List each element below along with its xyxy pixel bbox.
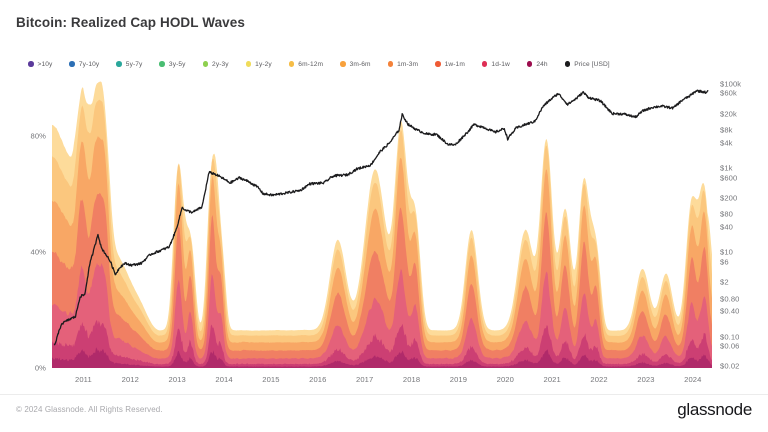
legend-item-label: 2y-3y <box>212 60 229 68</box>
x-axis-tick-year: 2021 <box>543 375 561 384</box>
legend-swatch-icon <box>340 61 346 67</box>
y-axis-tick-percent: 40% <box>30 247 46 257</box>
legend-swatch-icon <box>245 61 252 67</box>
legend-item-label: 7y-10y <box>78 60 100 68</box>
y-axis-tick-price: $80 <box>720 209 733 219</box>
y-axis-tick-price: $0.06 <box>720 341 740 351</box>
x-axis-tick-year: 2011 <box>75 375 92 384</box>
legend-item-6m-12m[interactable]: 6m-12m <box>288 60 324 68</box>
legend-swatch-icon <box>202 61 209 67</box>
plot-clip <box>52 78 712 368</box>
x-axis-tick-year: 2018 <box>402 375 421 384</box>
y-axis-tick-percent: 80% <box>30 131 46 141</box>
x-axis-tick-year: 2015 <box>262 375 280 384</box>
y-axis-tick-price: $10 <box>720 247 733 257</box>
legend-item-1m-3m[interactable]: 1m-3m <box>387 60 419 68</box>
x-axis-tick-year: 2012 <box>121 375 139 384</box>
legend-item-5y-7y[interactable]: 5y-7y <box>116 61 142 68</box>
legend-swatch-icon <box>159 61 165 67</box>
y-axis-tick-price: $40 <box>720 222 733 232</box>
y-axis-tick-price: $2 <box>720 277 729 287</box>
y-axis-tick-percent: 0% <box>34 363 46 373</box>
legend-swatch-icon <box>435 61 441 67</box>
x-axis-tick-year: 2017 <box>356 375 374 384</box>
x-axis-tick-year: 2013 <box>168 375 186 384</box>
x-axis-tick-year: 2024 <box>684 375 702 384</box>
legend-swatch-icon <box>481 61 488 67</box>
legend-item-label: 3m-6m <box>349 60 371 68</box>
legend-item-3m-6m[interactable]: 3m-6m <box>340 61 371 68</box>
x-axis-tick-year: 2019 <box>449 375 468 384</box>
legend-item-label: 1w-1m <box>444 60 465 68</box>
legend-item-1w-1m[interactable]: 1w-1m <box>435 61 465 68</box>
legend-swatch-icon <box>288 61 295 67</box>
legend-item-label: 3y-5y <box>168 60 186 68</box>
legend-item-label: 6m-12m <box>298 60 324 68</box>
legend-swatch-icon <box>69 61 75 67</box>
legend-item-label: >10y <box>37 60 53 68</box>
legend-item-3y-5y[interactable]: 3y-5y <box>159 61 185 68</box>
legend-item-label: 5y-7y <box>125 60 143 68</box>
y-axis-tick-price: $0.80 <box>720 294 740 304</box>
legend-item-label: Price [USD] <box>574 60 610 68</box>
x-axis-tick-year: 2016 <box>309 375 327 384</box>
legend-item-10y[interactable]: >10y <box>28 61 52 68</box>
y-axis-tick-price: $1k <box>720 163 733 173</box>
y-axis-tick-price: $4k <box>720 138 733 148</box>
plot-area <box>52 78 712 368</box>
y-axis-tick-price: $600 <box>720 173 738 183</box>
legend-swatch-icon <box>116 61 122 67</box>
y-axis-tick-price: $8k <box>720 125 733 135</box>
y-axis-tick-price: $0.02 <box>720 361 740 371</box>
y-axis-tick-price: $200 <box>720 193 738 203</box>
stacked-area-series <box>52 78 712 368</box>
legend-swatch-icon <box>526 61 533 67</box>
legend-item-label: 1y-2y <box>255 60 272 68</box>
legend-item-2y-3y[interactable]: 2y-3y <box>202 60 229 68</box>
legend-item-label: 1m-3m <box>397 60 419 68</box>
legend-item-7y-10y[interactable]: 7y-10y <box>69 61 99 68</box>
page-title: Bitcoin: Realized Cap HODL Waves <box>16 15 245 30</box>
y-axis-tick-price: $20k <box>720 109 737 119</box>
legend-item-price-usd[interactable]: Price [USD] <box>564 60 610 68</box>
x-axis-tick-year: 2022 <box>590 375 608 384</box>
legend-item-1d-1w[interactable]: 1d-1w <box>481 60 510 68</box>
y-axis-tick-price: $0.10 <box>720 332 740 342</box>
footer-divider <box>0 394 768 395</box>
x-axis-tick-year: 2014 <box>215 375 233 384</box>
y-axis-tick-price: $0.40 <box>720 306 740 316</box>
legend-swatch-icon <box>387 61 394 67</box>
price-line-series <box>52 78 712 368</box>
x-axis-tick-year: 2020 <box>496 375 514 384</box>
price-line-path <box>54 90 708 345</box>
legend-swatch-icon <box>564 61 571 67</box>
y-axis-tick-price: $100k <box>720 79 742 89</box>
legend-item-label: 24h <box>536 60 548 68</box>
legend-swatch-icon <box>28 61 34 67</box>
y-axis-tick-price: $60k <box>720 88 737 98</box>
legend-item-24h[interactable]: 24h <box>526 60 548 68</box>
legend-item-1y-2y[interactable]: 1y-2y <box>245 60 272 68</box>
chart-legend: >10y 7y-10y 5y-7y 3y-5y 2y-3y 1y-2y 6m-12m 3m-6… <box>28 57 728 71</box>
brand-logo: glassnode <box>677 400 752 419</box>
x-axis-tick-year: 2023 <box>637 375 655 384</box>
legend-item-label: 1d-1w <box>491 60 510 68</box>
copyright-text: © 2024 Glassnode. All Rights Reserved. <box>16 405 163 414</box>
area-band-24h <box>52 347 712 368</box>
y-axis-tick-price: $6 <box>720 257 729 267</box>
